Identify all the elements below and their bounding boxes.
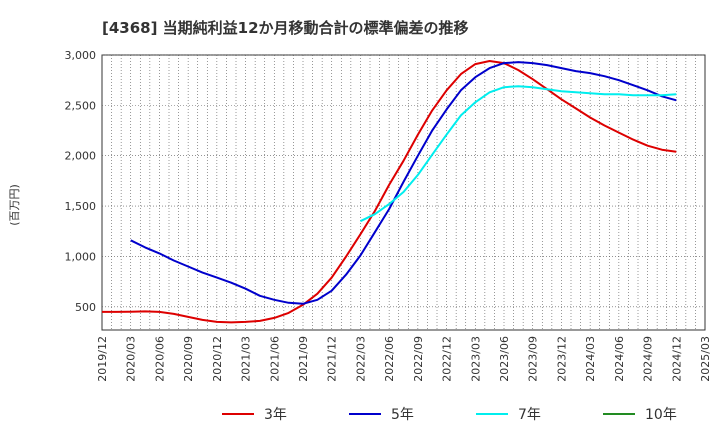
y-axis-label: (百万円): [8, 184, 21, 226]
y-axis-ticks: 500 1,000 1,500 2,000 2,500 3,000: [65, 49, 97, 314]
x-tick-label: 2020/12: [211, 336, 224, 382]
x-tick-label: 2022/06: [383, 336, 396, 382]
x-tick-label: 2020/09: [182, 336, 195, 382]
x-tick-label: 2020/03: [125, 336, 138, 382]
legend-label: 7年: [518, 407, 541, 423]
series-line: [102, 60, 677, 324]
y-tick-label: 1,500: [65, 200, 97, 213]
chart-title: [4368] 当期純利益12か月移動合計の標準偏差の推移: [102, 19, 469, 37]
x-tick-label: 2024/09: [642, 336, 655, 382]
x-tick-label: 2024/03: [584, 336, 597, 382]
legend: 3年 5年 7年 10年: [222, 407, 677, 423]
x-tick-label: 2021/06: [268, 336, 281, 382]
x-tick-label: 2021/09: [297, 336, 310, 382]
x-tick-label: 2023/09: [527, 336, 540, 382]
grid-lines: [102, 54, 705, 330]
series-line: [130, 61, 677, 305]
x-tick-label: 2022/12: [441, 336, 454, 382]
x-tick-label: 2023/06: [498, 336, 511, 382]
x-tick-label: 2019/12: [96, 336, 109, 382]
x-axis-ticks: 2019/12 2020/03 2020/06 2020/09 2020/12 2021/…: [96, 336, 712, 382]
y-tick-label: 1,000: [65, 250, 97, 263]
y-tick-label: 2,500: [65, 99, 97, 112]
x-tick-label: 2023/12: [555, 336, 568, 382]
x-tick-label: 2022/09: [412, 336, 425, 382]
legend-label: 5年: [391, 407, 414, 423]
x-tick-label: 2023/03: [469, 336, 482, 382]
x-tick-label: 2020/06: [153, 336, 166, 382]
y-tick-label: 500: [75, 301, 96, 314]
y-tick-label: 3,000: [65, 49, 97, 62]
legend-label: 10年: [645, 407, 677, 423]
x-tick-label: 2021/12: [326, 336, 339, 382]
y-tick-label: 2,000: [65, 150, 97, 163]
x-tick-label: 2024/12: [670, 336, 683, 382]
series-lines: [102, 60, 677, 324]
x-tick-label: 2024/06: [613, 336, 626, 382]
legend-label: 3年: [264, 407, 287, 423]
series-line: [359, 85, 677, 223]
x-tick-label: 2021/03: [240, 336, 253, 382]
x-tick-label: 2025/03: [699, 336, 712, 382]
x-tick-label: 2022/03: [354, 336, 367, 382]
